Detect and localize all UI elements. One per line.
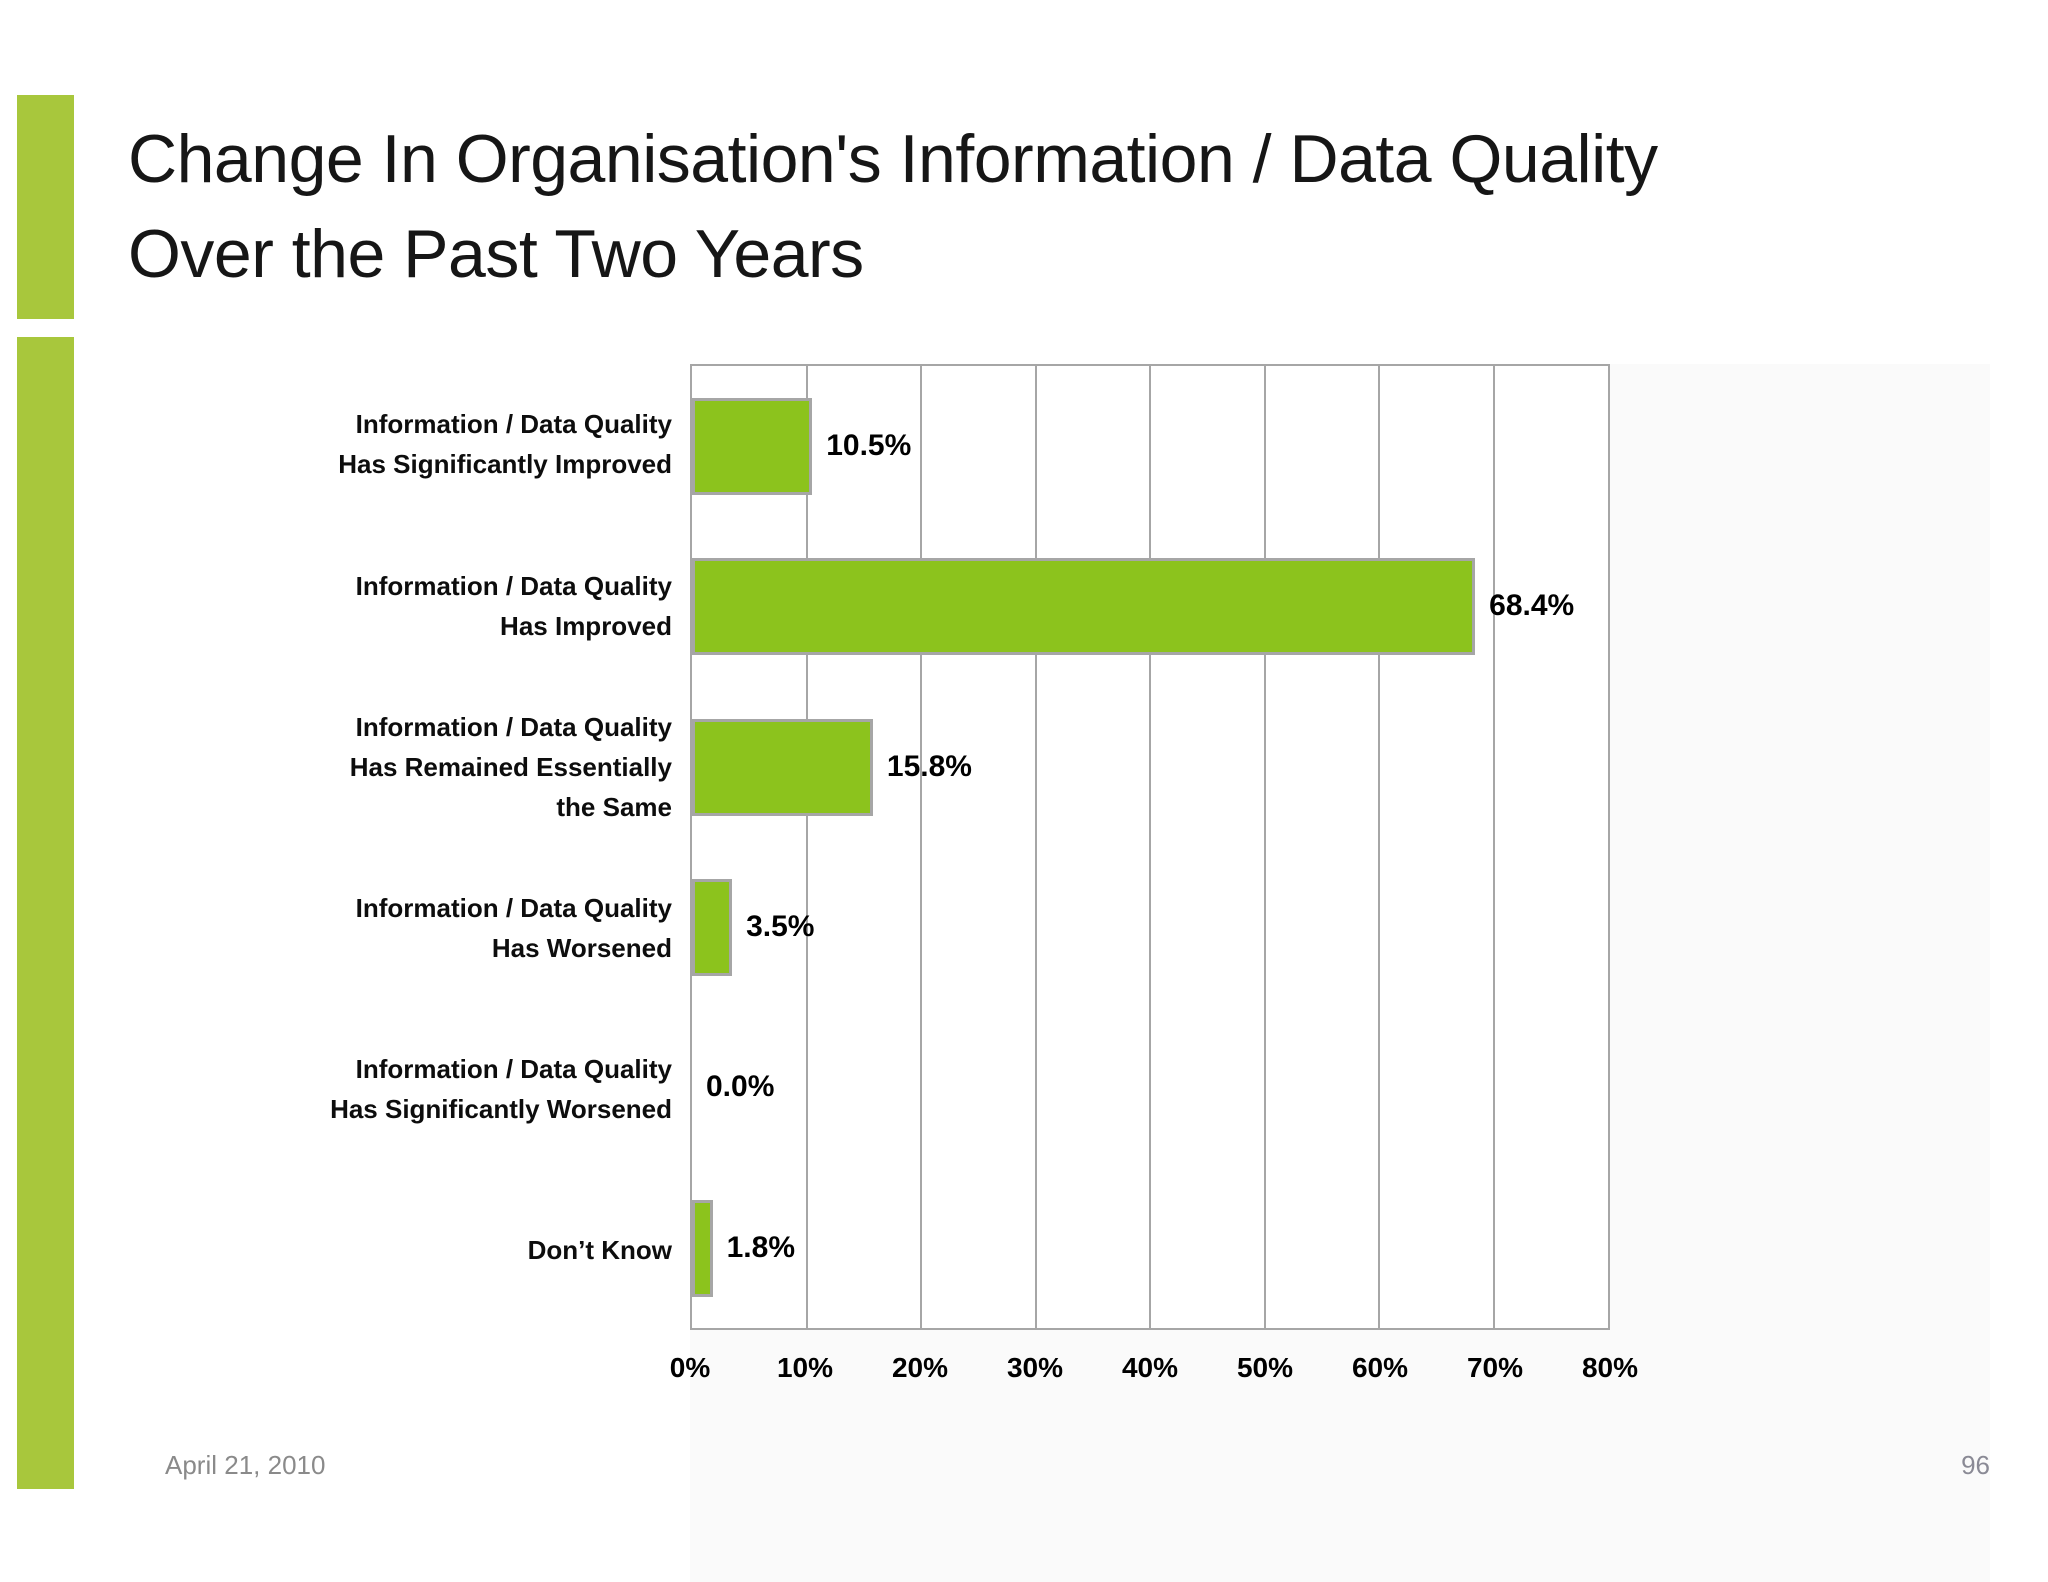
footer-date: April 21, 2010 <box>165 1450 326 1480</box>
bar-row: 3.5% <box>692 847 1608 1007</box>
category-label: Information / Data Quality Has Significan… <box>120 404 672 484</box>
value-label: 1.8% <box>726 1230 795 1264</box>
value-label: 15.8% <box>886 749 972 783</box>
gridline <box>920 366 922 1328</box>
x-tick-label: 20% <box>891 1352 949 1383</box>
page-number: 96 <box>1961 1450 1990 1480</box>
page-title: Change In Organisation's Information / D… <box>128 112 2008 302</box>
x-tick-label: 50% <box>1236 1352 1294 1383</box>
bar-row: 10.5% <box>692 366 1608 526</box>
gridline <box>1378 366 1380 1328</box>
bar <box>692 1199 713 1297</box>
x-tick-label: 10% <box>776 1352 834 1383</box>
category-label-line: Has Improved <box>500 610 672 641</box>
bar <box>692 398 813 495</box>
category-label-line: Information / Data Quality <box>355 711 672 742</box>
gridline <box>1492 366 1495 1328</box>
value-label: 0.0% <box>706 1070 775 1104</box>
page-title-line2: Over the Past Two Years <box>128 216 864 292</box>
page-title-line1: Change In Organisation's Information / D… <box>128 121 1658 197</box>
category-label: Information / Data Quality Has Significan… <box>120 1049 672 1129</box>
category-label: Information / Data Quality Has Worsened <box>120 888 672 968</box>
x-tick-label: 60% <box>1351 1352 1409 1383</box>
category-label: Don’t Know <box>120 1230 672 1270</box>
category-label-line: the Same <box>556 791 672 822</box>
value-label: 10.5% <box>826 429 912 463</box>
bar-row: 68.4% <box>692 526 1608 686</box>
bar-row: 0.0% <box>692 1007 1608 1167</box>
x-axis: 0% 10% 20% 30% 40% 50% 60% 70% 80% <box>670 1352 1638 1402</box>
category-label: Information / Data Quality Has Remained E… <box>120 707 672 827</box>
x-tick-label: 80% <box>1581 1352 1639 1383</box>
plot-area: 10.5% 68.4% 15.8% 3.5% 0.0% 1.8% <box>690 364 1610 1330</box>
bar <box>692 718 873 816</box>
accent-bar <box>17 337 74 1489</box>
category-label: Information / Data Quality Has Improved <box>120 566 672 646</box>
category-label-line: Information / Data Quality <box>355 409 672 440</box>
category-label-line: Has Significantly Improved <box>338 449 672 480</box>
category-label-line: Has Significantly Worsened <box>330 1093 672 1124</box>
bar-row: 1.8% <box>692 1168 1608 1328</box>
x-tick-label: 30% <box>1006 1352 1064 1383</box>
category-label-line: Has Worsened <box>491 932 672 963</box>
x-tick-label: 70% <box>1466 1352 1524 1383</box>
bar <box>692 879 733 976</box>
bar-row: 15.8% <box>692 687 1608 847</box>
category-label-line: Don’t Know <box>527 1234 672 1265</box>
category-label-line: Has Remained Essentially <box>349 751 672 782</box>
category-label-line: Information / Data Quality <box>355 570 672 601</box>
x-tick-label: 0% <box>669 1352 711 1383</box>
gridline <box>1149 366 1151 1328</box>
gridline <box>1034 366 1037 1328</box>
gridline <box>805 366 808 1328</box>
gridline <box>1263 366 1266 1328</box>
value-label: 3.5% <box>746 910 815 944</box>
value-label: 68.4% <box>1489 589 1575 623</box>
accent-square <box>17 95 74 319</box>
bar <box>692 558 1476 656</box>
category-label-line: Information / Data Quality <box>355 892 672 923</box>
category-labels: Information / Data Quality Has Significan… <box>0 364 690 1330</box>
category-label-line: Information / Data Quality <box>355 1053 672 1084</box>
x-tick-label: 40% <box>1121 1352 1179 1383</box>
